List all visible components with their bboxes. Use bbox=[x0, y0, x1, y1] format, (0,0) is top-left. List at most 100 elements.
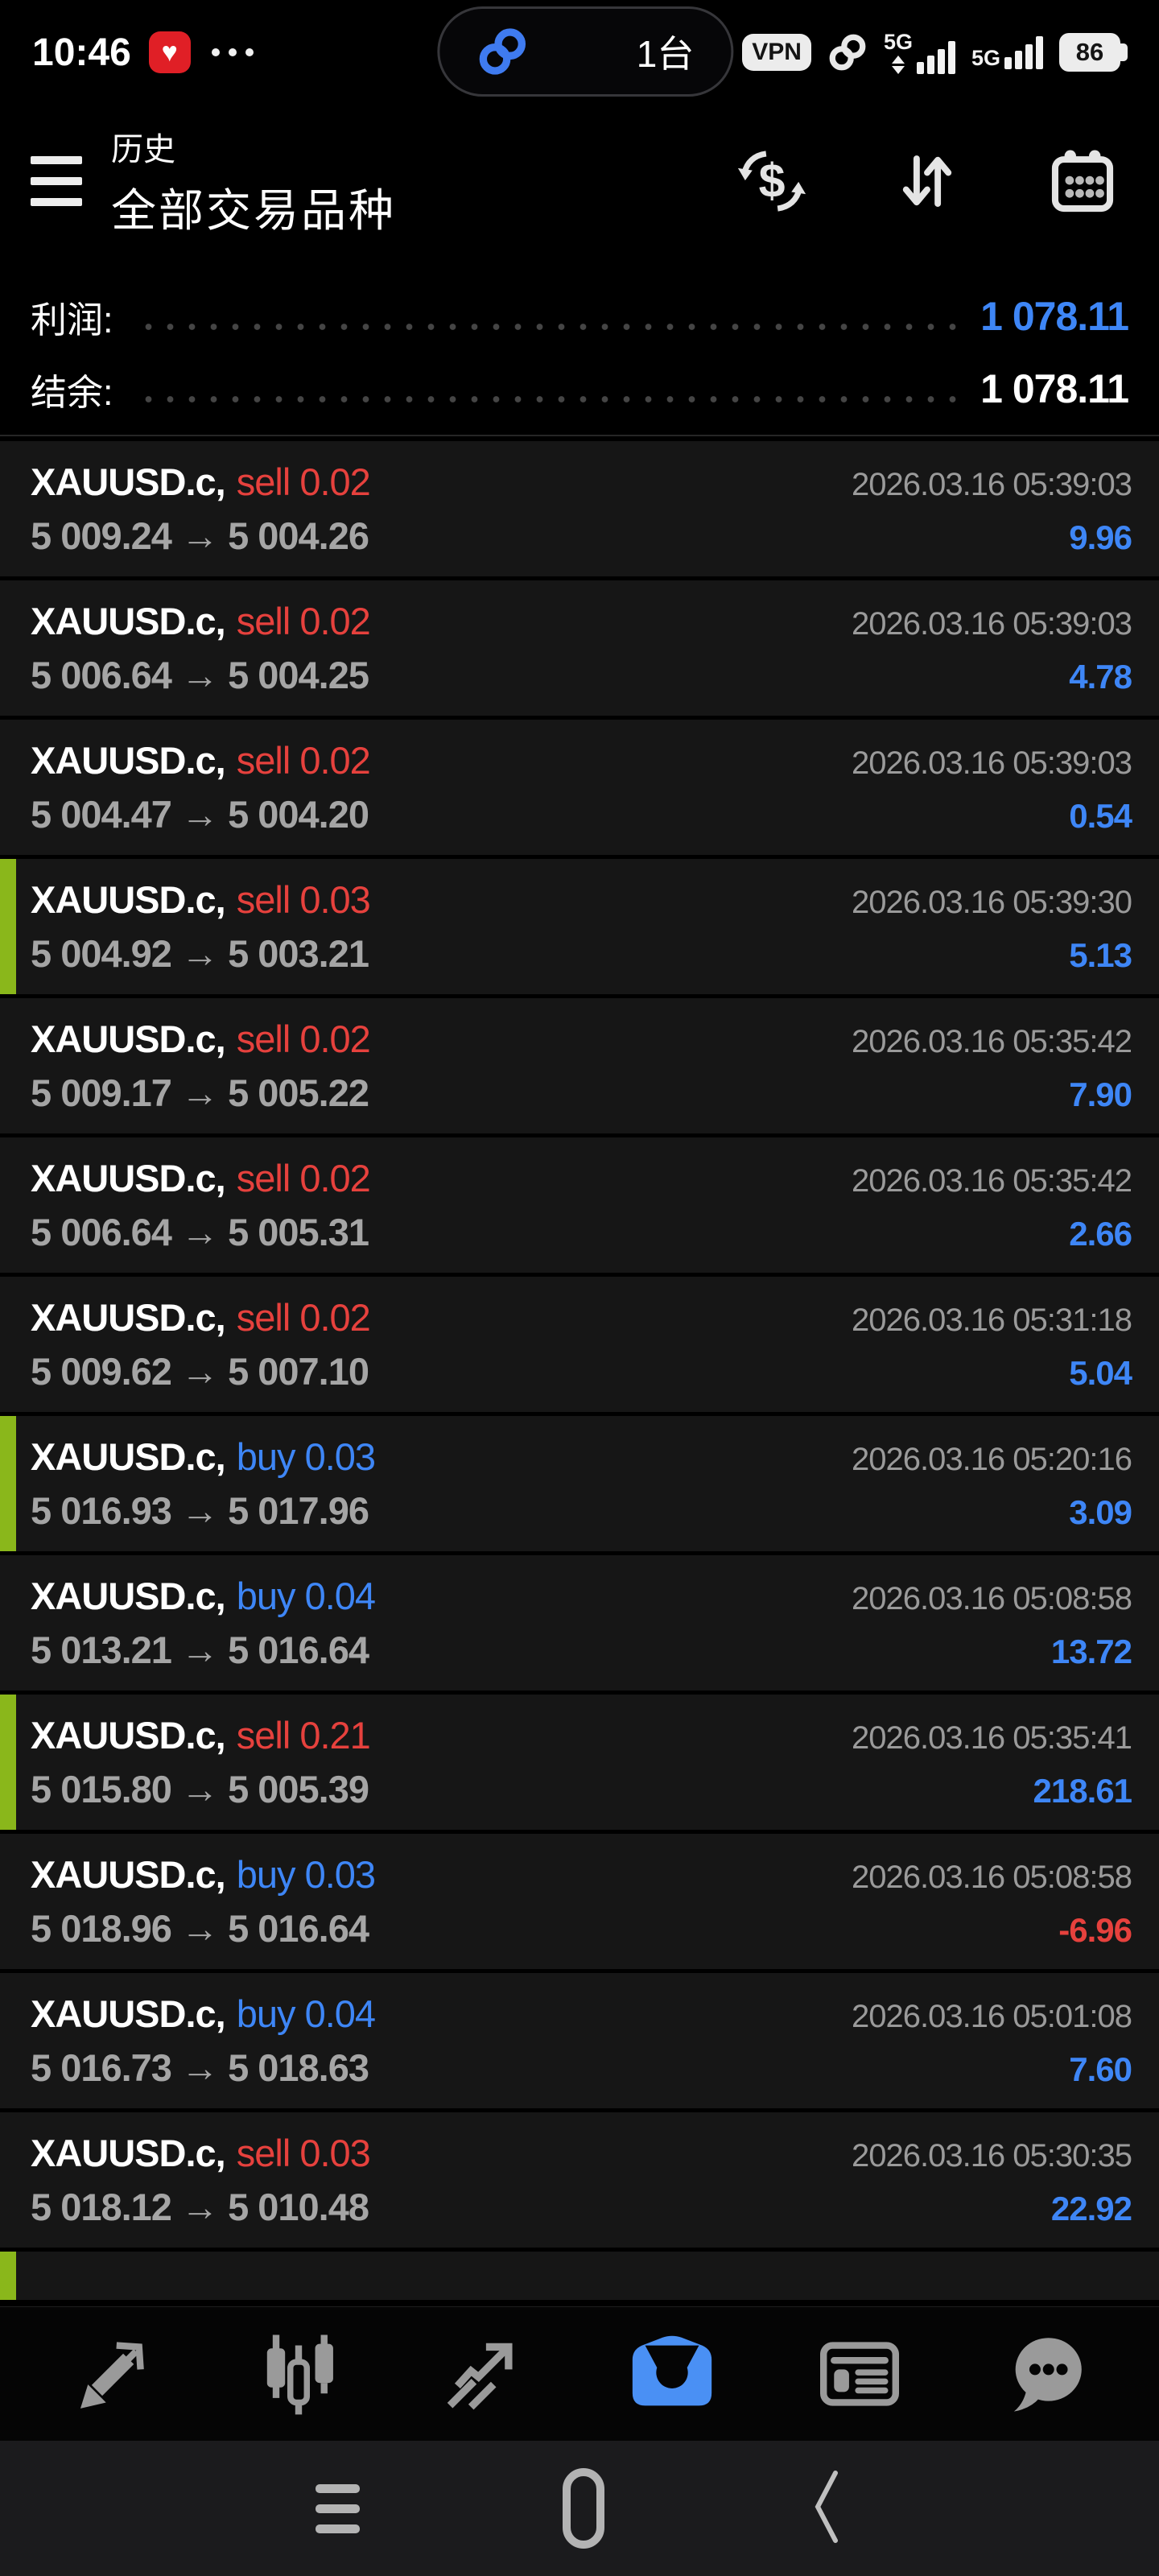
tab-news-icon[interactable] bbox=[815, 2329, 905, 2419]
signal-sim1-icon: 5G bbox=[884, 31, 955, 74]
trade-datetime: 2026.03.16 05:35:42 bbox=[851, 1163, 1132, 1199]
profit-marker bbox=[0, 859, 16, 994]
recents-button[interactable] bbox=[315, 2483, 360, 2533]
trade-symbol: XAUUSD.c, bbox=[31, 1853, 226, 1896]
trade-symbol: XAUUSD.c, bbox=[31, 1157, 226, 1199]
trade-row[interactable]: XAUUSD.c, buy 0.04 2026.03.16 05:08:58 5 … bbox=[0, 1555, 1159, 1690]
trade-row-top: XAUUSD.c, sell 0.02 2026.03.16 05:35:42 bbox=[31, 1017, 1132, 1061]
trade-row[interactable]: XAUUSD.c, buy 0.03 2026.03.16 05:20:16 5 … bbox=[0, 1416, 1159, 1551]
trade-row[interactable]: XAUUSD.c, sell 0.03 2026.03.16 05:30:35 5… bbox=[0, 2112, 1159, 2248]
trade-datetime: 2026.03.16 05:08:58 bbox=[851, 1581, 1132, 1616]
trade-symbol-side: XAUUSD.c, sell 0.03 bbox=[31, 2131, 371, 2175]
sort-icon[interactable] bbox=[893, 147, 961, 215]
trade-row[interactable]: XAUUSD.c, sell 0.02 2026.03.16 05:35:42 5… bbox=[0, 998, 1159, 1133]
tab-chart-icon[interactable] bbox=[439, 2329, 530, 2419]
trade-side-volume: sell 0.02 bbox=[236, 739, 371, 782]
trade-symbol-side: XAUUSD.c, sell 0.02 bbox=[31, 1017, 371, 1061]
trade-symbol: XAUUSD.c, bbox=[31, 1575, 226, 1617]
trade-row[interactable]: XAUUSD.c, sell 0.02 2026.03.16 05:35:42 5… bbox=[0, 1137, 1159, 1273]
trade-datetime: 2026.03.16 05:08:58 bbox=[851, 1860, 1132, 1895]
trade-datetime: 2026.03.16 05:39:03 bbox=[851, 606, 1132, 642]
symbol-filter-title[interactable]: 全部交易品种 bbox=[111, 184, 396, 236]
trade-row[interactable]: XAUUSD.c, buy 0.03 2026.03.16 05:01:00 bbox=[0, 2252, 1159, 2300]
menu-icon[interactable] bbox=[31, 156, 82, 206]
tab-quotes-candles-icon[interactable] bbox=[254, 2329, 344, 2419]
trade-symbol: XAUUSD.c, bbox=[31, 1714, 226, 1757]
svg-text:$: $ bbox=[759, 154, 786, 208]
trade-symbol: XAUUSD.c, bbox=[31, 739, 226, 782]
trade-row-top: XAUUSD.c, sell 0.02 2026.03.16 05:31:18 bbox=[31, 1295, 1132, 1340]
home-button[interactable] bbox=[562, 2468, 604, 2549]
trade-side-volume: sell 0.03 bbox=[236, 2132, 371, 2174]
trade-symbol-side: XAUUSD.c, sell 0.02 bbox=[31, 599, 371, 643]
trade-row-bottom: 5 006.64 → 5 004.25 4.78 bbox=[31, 653, 1132, 697]
page-title: 历史 bbox=[111, 131, 175, 167]
trade-symbol: XAUUSD.c, bbox=[31, 1018, 226, 1060]
trade-side-volume: buy 0.04 bbox=[236, 1575, 376, 1617]
divider bbox=[0, 435, 1159, 436]
trade-row-bottom: 5 006.64 → 5 005.31 2.66 bbox=[31, 1210, 1132, 1254]
trade-symbol-side: XAUUSD.c, sell 0.02 bbox=[31, 1295, 371, 1340]
trade-side-volume: sell 0.02 bbox=[236, 1296, 371, 1339]
trade-side-volume: buy 0.03 bbox=[236, 1853, 376, 1896]
trade-prices: 5 004.92 → 5 003.21 bbox=[31, 932, 369, 975]
trade-symbol: XAUUSD.c, bbox=[31, 600, 226, 642]
trade-symbol-side: XAUUSD.c, buy 0.04 bbox=[31, 1992, 376, 2036]
trade-prices: 5 009.62 → 5 007.10 bbox=[31, 1350, 369, 1393]
trade-row-bottom: 5 009.17 → 5 005.22 7.90 bbox=[31, 1071, 1132, 1115]
trade-side-volume: sell 0.02 bbox=[236, 460, 371, 503]
tab-messages-icon[interactable] bbox=[1000, 2329, 1091, 2419]
trade-side-volume: sell 0.21 bbox=[236, 1714, 371, 1757]
trade-symbol: XAUUSD.c, bbox=[31, 1435, 226, 1478]
device-count-label: 1台 bbox=[636, 33, 695, 75]
trade-datetime: 2026.03.16 05:01:08 bbox=[851, 1999, 1132, 2034]
cast-link-icon bbox=[827, 32, 868, 72]
device-link-pill[interactable]: 1台 bbox=[437, 6, 734, 97]
trade-row[interactable]: XAUUSD.c, buy 0.04 2026.03.16 05:01:08 5 … bbox=[0, 1973, 1159, 2108]
trade-profit: 7.60 bbox=[1069, 2050, 1132, 2088]
trade-prices: 5 016.73 → 5 018.63 bbox=[31, 2046, 369, 2089]
trade-row[interactable]: XAUUSD.c, buy 0.03 2026.03.16 05:08:58 5 … bbox=[0, 1834, 1159, 1969]
trade-profit: 7.90 bbox=[1069, 1075, 1132, 1113]
trade-row[interactable]: XAUUSD.c, sell 0.03 2026.03.16 05:39:30 5… bbox=[0, 859, 1159, 994]
trade-symbol: XAUUSD.c, bbox=[31, 1992, 226, 2035]
balance-label: 结余: bbox=[31, 371, 113, 413]
tab-trade-icon[interactable] bbox=[68, 2329, 159, 2419]
calendar-icon[interactable] bbox=[1048, 147, 1117, 216]
trade-row-bottom: 5 016.93 → 5 017.96 3.09 bbox=[31, 1488, 1132, 1533]
trade-prices: 5 006.64 → 5 004.25 bbox=[31, 654, 369, 696]
tab-history-icon[interactable] bbox=[625, 2326, 720, 2421]
trade-prices: 5 018.12 → 5 010.48 bbox=[31, 2186, 369, 2228]
profit-marker bbox=[0, 1695, 16, 1830]
battery-indicator: 86 bbox=[1059, 33, 1128, 72]
trade-row[interactable]: XAUUSD.c, sell 0.02 2026.03.16 05:39:03 5… bbox=[0, 580, 1159, 716]
trade-row-bottom: 5 018.12 → 5 010.48 22.92 bbox=[31, 2185, 1132, 2229]
trade-prices: 5 004.47 → 5 004.20 bbox=[31, 793, 369, 836]
trade-symbol-side: XAUUSD.c, sell 0.02 bbox=[31, 738, 371, 782]
vpn-badge: VPN bbox=[742, 34, 811, 71]
trade-row-top: XAUUSD.c, sell 0.03 2026.03.16 05:30:35 bbox=[31, 2131, 1132, 2175]
trade-profit: 0.54 bbox=[1069, 797, 1132, 835]
trade-row-top: XAUUSD.c, buy 0.03 2026.03.16 05:20:16 bbox=[31, 1435, 1132, 1479]
trade-row[interactable]: XAUUSD.c, sell 0.02 2026.03.16 05:31:18 5… bbox=[0, 1277, 1159, 1412]
trade-row-top: XAUUSD.c, sell 0.03 2026.03.16 05:39:30 bbox=[31, 877, 1132, 922]
trade-prices: 5 015.80 → 5 005.39 bbox=[31, 1768, 369, 1810]
trade-row[interactable]: XAUUSD.c, sell 0.02 2026.03.16 05:39:03 5… bbox=[0, 720, 1159, 855]
trade-datetime: 2026.03.16 05:39:03 bbox=[851, 467, 1132, 502]
trade-datetime: 2026.03.16 05:30:35 bbox=[851, 2138, 1132, 2174]
trade-symbol-side: XAUUSD.c, sell 0.02 bbox=[31, 460, 371, 504]
trade-row[interactable]: XAUUSD.c, sell 0.02 2026.03.16 05:39:03 5… bbox=[0, 441, 1159, 576]
trade-prices: 5 013.21 → 5 016.64 bbox=[31, 1629, 369, 1671]
trade-row[interactable]: XAUUSD.c, sell 0.21 2026.03.16 05:35:41 5… bbox=[0, 1695, 1159, 1830]
back-button[interactable] bbox=[807, 2467, 844, 2551]
status-right: VPN 5G 5G 86 bbox=[742, 31, 1128, 74]
trade-prices: 5 018.96 → 5 016.64 bbox=[31, 1907, 369, 1950]
app-header: 历史 全部交易品种 $ bbox=[0, 105, 1159, 258]
trade-side-volume: buy 0.04 bbox=[236, 1992, 376, 2035]
trade-side-volume: sell 0.02 bbox=[236, 1157, 371, 1199]
currency-exchange-icon[interactable]: $ bbox=[737, 147, 806, 216]
trade-side-volume: buy 0.03 bbox=[236, 1435, 376, 1478]
clock: 10:46 bbox=[32, 31, 131, 74]
header-titles: 历史 全部交易品种 bbox=[111, 123, 396, 240]
trade-symbol-side: XAUUSD.c, sell 0.02 bbox=[31, 1156, 371, 1200]
